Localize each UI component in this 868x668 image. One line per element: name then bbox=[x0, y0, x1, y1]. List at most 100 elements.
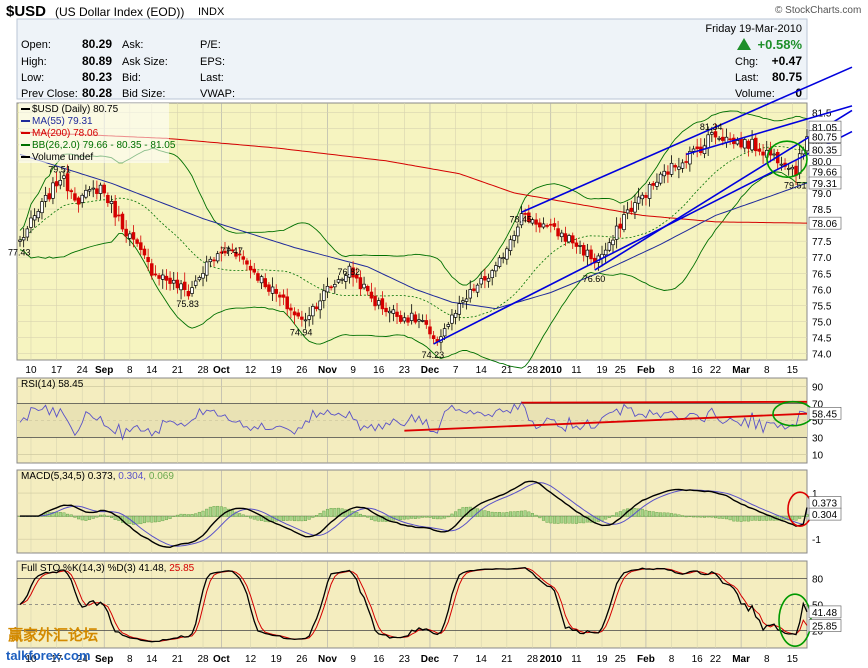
price-annotation: 76.82 bbox=[337, 267, 360, 277]
macd-histogram-bar bbox=[51, 511, 55, 517]
macd-histogram-bar bbox=[293, 515, 297, 522]
macd-histogram-bar bbox=[534, 514, 538, 517]
macd-histogram-bar bbox=[739, 515, 743, 522]
macd-histogram-bar bbox=[150, 515, 154, 523]
macd-histogram-bar bbox=[153, 515, 157, 523]
y-tick-label: 79.0 bbox=[812, 189, 832, 200]
candle-body bbox=[186, 290, 191, 297]
ma55-line bbox=[19, 153, 808, 310]
macd-histogram-bar bbox=[358, 513, 362, 517]
macd-histogram-bar bbox=[728, 515, 732, 521]
x-tick-label: 16 bbox=[373, 365, 385, 376]
candle-body bbox=[567, 235, 571, 243]
macd-histogram-bar bbox=[552, 515, 556, 524]
macd-histogram-bar bbox=[699, 515, 703, 518]
x-tick-label: 14 bbox=[146, 654, 158, 665]
x-tick-label: 12 bbox=[245, 654, 257, 665]
quote-label: High: bbox=[21, 56, 47, 68]
macd-histogram-bar bbox=[516, 511, 520, 517]
x-tick-label: 23 bbox=[399, 654, 411, 665]
candle-body bbox=[475, 284, 480, 293]
candle-body bbox=[193, 280, 198, 286]
candle-body bbox=[58, 179, 63, 186]
macd-histogram-bar bbox=[798, 515, 802, 519]
candle-body bbox=[230, 249, 235, 252]
candle-body bbox=[106, 195, 110, 204]
candle-body bbox=[380, 298, 385, 310]
candle-body bbox=[285, 296, 289, 310]
x-tick-label: 19 bbox=[271, 365, 283, 376]
candle-body bbox=[113, 200, 117, 218]
y-tick-label: 76.0 bbox=[812, 285, 832, 296]
quote-label: Low: bbox=[21, 72, 44, 84]
macd-histogram-bar bbox=[432, 515, 436, 519]
macd-histogram-bar bbox=[710, 515, 714, 518]
candle-body bbox=[245, 260, 249, 265]
right-value-box bbox=[808, 507, 842, 521]
candle-body bbox=[51, 182, 55, 199]
x-tick-label: 24 bbox=[77, 654, 89, 665]
macd-histogram-bar bbox=[505, 512, 509, 517]
quote-box bbox=[16, 18, 808, 100]
candle-body bbox=[391, 309, 396, 314]
x-tick-label: 8 bbox=[127, 654, 133, 665]
macd-histogram-bar bbox=[754, 515, 758, 521]
candle-body bbox=[746, 140, 751, 149]
candle-body bbox=[292, 311, 297, 316]
macd-histogram-bar bbox=[732, 515, 736, 522]
macd-histogram-bar bbox=[245, 515, 249, 517]
y-tick-label: 70 bbox=[812, 400, 824, 411]
x-tick-label: 16 bbox=[692, 654, 704, 665]
candle-body bbox=[296, 312, 300, 317]
candle-body bbox=[219, 251, 224, 254]
candle-body bbox=[215, 253, 220, 262]
candle-body bbox=[135, 239, 139, 244]
candle-body bbox=[713, 131, 718, 138]
x-tick-label: Oct bbox=[213, 365, 230, 376]
macd-histogram-bar bbox=[227, 508, 231, 517]
macd-histogram-bar bbox=[113, 515, 117, 520]
candle-body bbox=[611, 239, 615, 246]
candle-body bbox=[98, 184, 103, 194]
candle-body bbox=[538, 222, 542, 228]
x-tick-label: 9 bbox=[350, 654, 356, 665]
quote-value: 80.29 bbox=[82, 37, 112, 51]
x-tick-label: Dec bbox=[421, 654, 440, 665]
candle-body bbox=[102, 184, 106, 194]
candle-body bbox=[662, 170, 666, 177]
candle-body bbox=[472, 288, 476, 291]
candle-body bbox=[318, 300, 322, 311]
candle-body bbox=[329, 286, 333, 289]
candle-body bbox=[574, 242, 579, 247]
macd-histogram-bar bbox=[179, 513, 183, 517]
macd-histogram-bar bbox=[611, 515, 615, 517]
candle-body bbox=[494, 265, 498, 272]
macd-histogram-bar bbox=[157, 515, 161, 522]
macd-histogram-bar bbox=[618, 511, 622, 517]
macd-histogram-bar bbox=[417, 515, 421, 519]
candle-body bbox=[336, 279, 341, 283]
x-tick-label: Nov bbox=[318, 365, 337, 376]
candle-body bbox=[171, 279, 176, 284]
candle-body bbox=[790, 166, 795, 170]
macd-histogram-bar bbox=[563, 515, 567, 524]
macd-histogram-bar bbox=[296, 515, 300, 522]
x-tick-label: 8 bbox=[127, 365, 133, 376]
macd-histogram-bar bbox=[99, 514, 103, 517]
macd-histogram-bar bbox=[684, 515, 688, 518]
macd-histogram-bar bbox=[161, 515, 165, 522]
candle-body bbox=[95, 188, 99, 194]
candle-body bbox=[508, 239, 513, 251]
quote-label: Last: bbox=[735, 72, 759, 84]
right-value-label: 81.05 bbox=[812, 123, 837, 134]
candle-body bbox=[355, 274, 359, 279]
y-tick-label: 78.5 bbox=[812, 205, 832, 216]
candle-body bbox=[18, 239, 22, 242]
sto-title-part: 41.48, bbox=[139, 563, 170, 574]
candle-body bbox=[347, 265, 352, 278]
candle-body bbox=[409, 312, 414, 321]
macd-histogram-bar bbox=[197, 511, 201, 517]
candle-body bbox=[428, 326, 432, 335]
macd-histogram-bar bbox=[329, 508, 333, 517]
candle-body bbox=[161, 274, 165, 280]
